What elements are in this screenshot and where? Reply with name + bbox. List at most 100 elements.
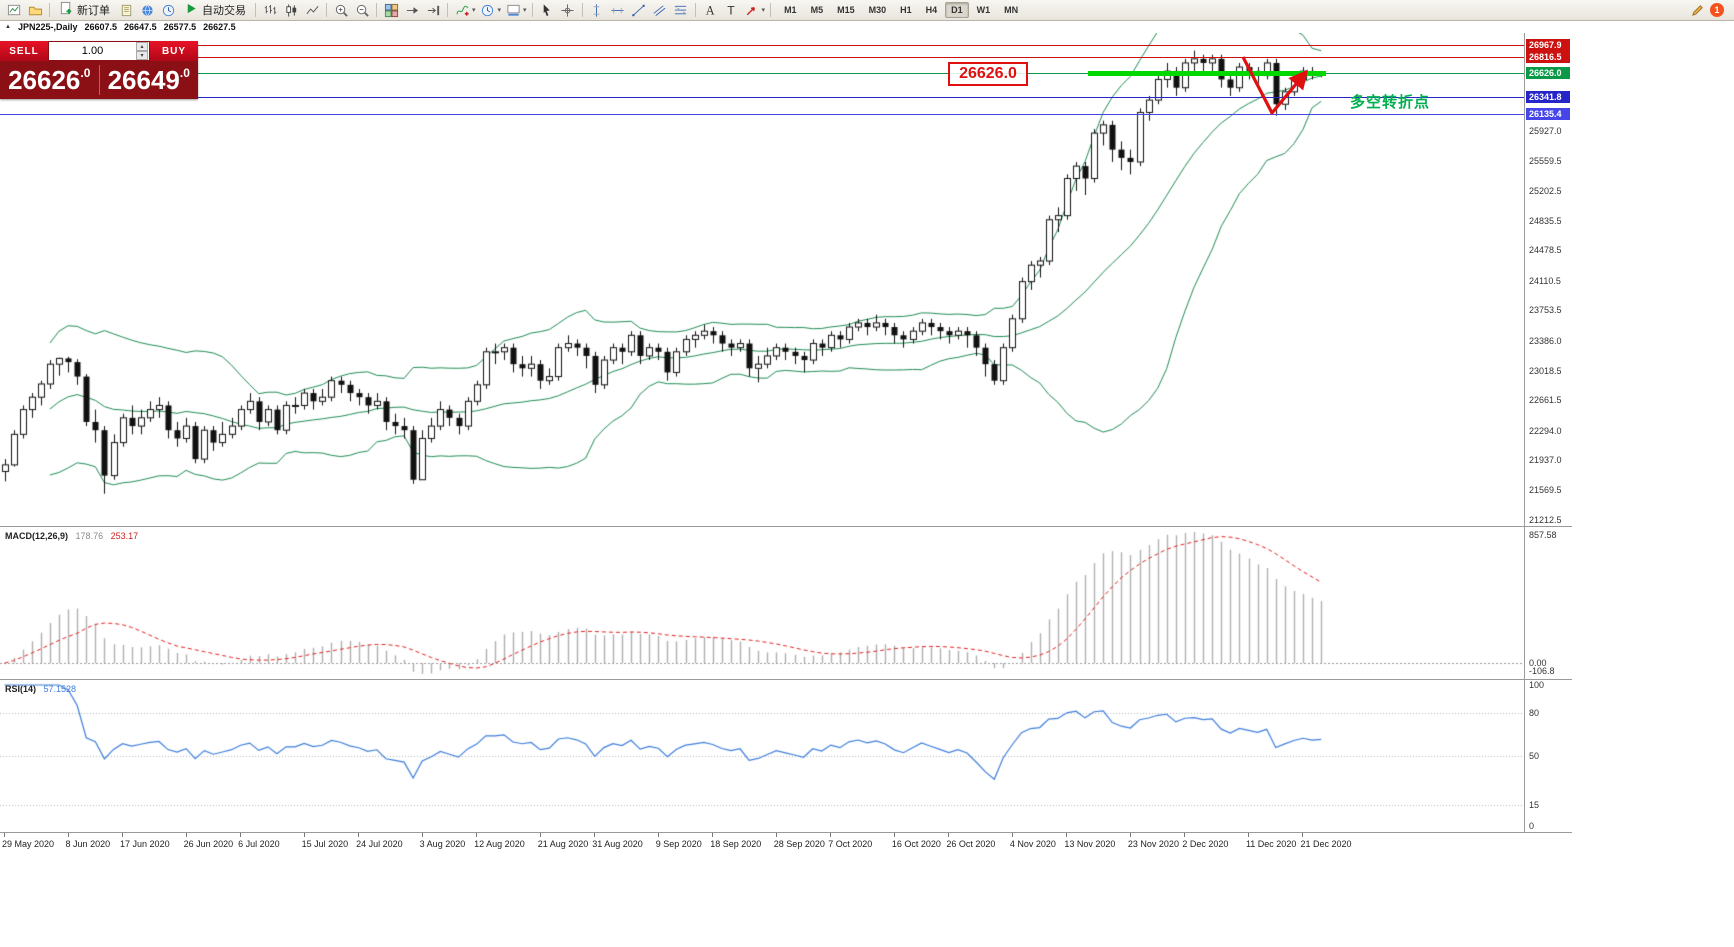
profiles-icon[interactable]	[25, 1, 45, 19]
toolbar-separator	[376, 3, 377, 17]
periods-icon[interactable]	[478, 1, 498, 19]
crosshair-icon[interactable]	[558, 1, 578, 19]
date-tick	[303, 833, 305, 837]
new-order-button[interactable]: 新订单	[54, 1, 115, 19]
panel-separator[interactable]	[0, 526, 1572, 527]
channel-icon[interactable]	[650, 1, 670, 19]
date-tick	[1184, 833, 1186, 837]
line-mode-icon[interactable]	[302, 1, 322, 19]
date-tick	[122, 833, 124, 837]
volume-up-icon[interactable]: ▴	[136, 42, 148, 51]
indicators-icon[interactable]	[452, 1, 472, 19]
date-tick	[657, 833, 659, 837]
doc-icon[interactable]	[116, 1, 136, 19]
tile-windows-icon[interactable]	[381, 1, 401, 19]
price-axis-label: 24835.5	[1529, 215, 1562, 226]
timeframe-d1-button[interactable]: D1	[945, 2, 969, 18]
window-marker-icon: ▲	[5, 24, 11, 30]
autotrading-button[interactable]: 自动交易	[179, 1, 251, 19]
dropdown-caret-icon[interactable]: ▾	[497, 7, 502, 14]
date-axis[interactable]: 29 May 2020 8 Jun 2020 17 Jun 2020 26 Jun 2…	[0, 832, 1526, 854]
macd-panel-canvas[interactable]	[0, 528, 1524, 678]
price-axis-label: 24478.5	[1529, 245, 1562, 256]
main-chart-canvas[interactable]	[0, 33, 1524, 525]
pivot-point-text-annotation[interactable]: 多空转折点	[1350, 94, 1431, 111]
date-label: 7 Oct 2020	[828, 839, 873, 849]
clock-icon[interactable]	[158, 1, 178, 19]
horizontal-line-26341.8[interactable]	[0, 97, 1524, 98]
label-tool-icon[interactable]: T	[721, 1, 741, 19]
date-label: 15 Jul 2020	[301, 839, 349, 849]
new-chart-icon[interactable]	[4, 1, 24, 19]
bars-mode-icon[interactable]	[260, 1, 280, 19]
trendline-icon[interactable]	[629, 1, 649, 19]
auto-scroll-icon[interactable]	[402, 1, 422, 19]
buy-price-decimal: .0	[179, 66, 190, 80]
buy-button[interactable]: BUY	[150, 41, 198, 61]
globe-icon[interactable]	[137, 1, 157, 19]
toolbar-separator	[531, 3, 533, 17]
rsi-panel-canvas[interactable]	[0, 681, 1524, 830]
date-label: 26 Jun 2020	[183, 839, 234, 849]
notification-badge[interactable]: 1	[1710, 3, 1724, 17]
price-divider	[98, 65, 100, 95]
support-zone-thick-line[interactable]	[1088, 71, 1326, 76]
volume-input[interactable]: 1.00 ▴ ▾	[49, 42, 149, 60]
volume-down-icon[interactable]: ▾	[136, 51, 148, 60]
toolbar-separator	[255, 3, 256, 17]
dropdown-caret-icon[interactable]: ▾	[472, 7, 476, 14]
panel-separator[interactable]	[0, 679, 1572, 680]
sell-button[interactable]: SELL	[0, 41, 48, 61]
horizontal-line-26626[interactable]	[0, 73, 1524, 74]
date-tick	[1247, 833, 1249, 837]
sell-price-decimal: .0	[80, 66, 91, 80]
fibonacci-icon[interactable]	[671, 1, 691, 19]
volume-stepper[interactable]: ▴ ▾	[136, 42, 148, 60]
date-tick	[1066, 833, 1068, 837]
price-axis-label: 22294.0	[1529, 425, 1562, 436]
price-axis[interactable]: 25927.0 25559.5 25202.5 24835.5 24478.5 24110…	[1526, 0, 1586, 947]
arrows-tool-icon[interactable]	[742, 1, 762, 19]
price-axis-label: 22661.5	[1529, 395, 1562, 406]
pencil-icon[interactable]	[1687, 1, 1707, 19]
chart-title-bar: ▲ JPN225-,Daily 26607.5 26647.5 26577.5 …	[5, 22, 236, 32]
text-tool-icon[interactable]: A	[700, 1, 720, 19]
timeframe-mn-button[interactable]: MN	[1004, 5, 1019, 15]
horizontal-line-26816.5[interactable]	[0, 57, 1524, 58]
timeframe-h1-button[interactable]: H1	[900, 5, 912, 15]
price-callout-box[interactable]: 26626.0	[948, 62, 1028, 86]
horizontal-line-26967.9[interactable]	[0, 45, 1524, 46]
volume-value[interactable]: 1.00	[81, 45, 104, 57]
price-axis-label: 25202.5	[1529, 185, 1562, 196]
date-label: 4 Nov 2020	[1009, 839, 1056, 849]
date-tick	[358, 833, 360, 837]
date-label: 17 Jun 2020	[120, 839, 170, 849]
timeframe-h4-button[interactable]: H4	[925, 5, 938, 15]
rsi-axis-label: 50	[1529, 750, 1540, 761]
date-label: 8 Jun 2020	[65, 839, 111, 849]
timeframe-w1-button[interactable]: W1	[976, 5, 991, 15]
timeframe-m1-button[interactable]: M1	[784, 5, 797, 15]
date-label: 11 Dec 2020	[1245, 839, 1297, 849]
date-label: 12 Aug 2020	[474, 839, 525, 849]
date-label: 9 Sep 2020	[655, 839, 702, 849]
ohlc-close: 26627.5	[203, 22, 236, 32]
timeframe-m15-button[interactable]: M15	[837, 5, 855, 15]
horizontal-line-26135.4[interactable]	[0, 114, 1524, 115]
zoom-out-icon[interactable]	[352, 1, 372, 19]
dropdown-caret-icon[interactable]: ▾	[761, 7, 766, 14]
zoom-in-icon[interactable]	[331, 1, 351, 19]
candles-mode-icon[interactable]	[281, 1, 301, 19]
dropdown-caret-icon[interactable]: ▾	[523, 7, 527, 14]
vline-icon[interactable]	[587, 1, 607, 19]
hline-icon[interactable]	[608, 1, 628, 19]
axis-separator	[0, 832, 1572, 833]
timeframe-m30-button[interactable]: M30	[868, 5, 887, 15]
chart-shift-icon[interactable]	[423, 1, 443, 19]
timeframe-m5-button[interactable]: M5	[810, 5, 824, 15]
cursor-icon[interactable]	[537, 1, 557, 19]
price-axis-label: 23018.5	[1529, 365, 1562, 376]
toolbar-separator	[770, 3, 772, 17]
templates-icon[interactable]	[503, 1, 523, 19]
one-click-trading-panel: SELL 1.00 ▴ ▾ BUY 26626 .0 26649 .0	[0, 41, 198, 99]
